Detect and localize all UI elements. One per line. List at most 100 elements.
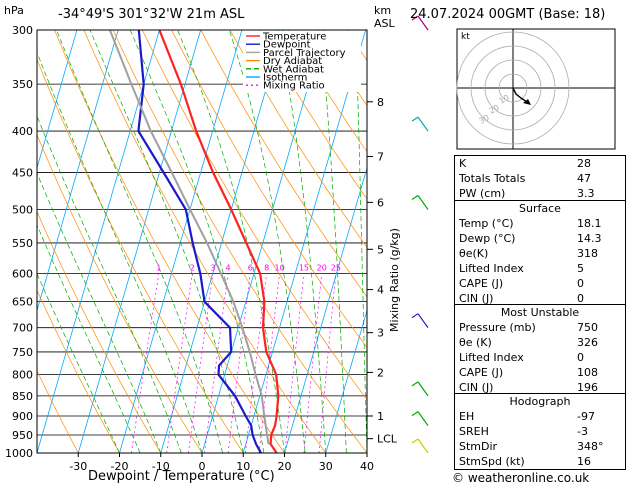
surface-row: CIN (J) 0 [455,291,625,306]
hodograph-ring [456,31,570,145]
hodograph-value: 16 [577,455,591,468]
index-row: PW (cm) 3.3 [455,186,625,201]
wind-barb-flag [411,381,419,387]
hodograph-ring-label: 20 [488,103,501,116]
most-unstable-label: CAPE (J) [459,366,504,379]
pressure-tick-label: 800 [12,369,33,382]
footer-copyright: © weatheronline.co.uk [452,471,590,485]
legend-entry: Temperature [262,32,326,43]
surface-panel: Surface Temp (°C) 18.1 Dewp (°C) 14.3 θe(K) 3… [454,200,626,307]
hodograph-trace [512,87,528,103]
wind-barb-flag [411,116,419,122]
hodograph-title: Hodograph [509,395,571,408]
dry-adiabat-line [37,369,79,453]
isotherm-line [37,30,78,170]
wind-barb-flag [411,194,419,200]
dry-adiabat-line [37,289,120,453]
km-tick-label: 4 [377,284,384,297]
wet-adiabat-line [37,51,203,453]
km-tick-label: LCL [377,433,398,446]
datetime-title: 24.07.2024 00GMT (Base: 18) [410,7,606,22]
hodograph-storm-arrow [523,99,531,105]
wind-barb [417,381,429,397]
mixing-ratio-label: 4 [226,264,231,273]
hodograph-row: SREH -3 [455,424,625,439]
x-tick-label: 10 [236,460,250,473]
dry-adiabat-line [200,30,367,298]
wet-adiabat-line [320,30,347,453]
hodograph-unit-label: kt [461,32,470,42]
mixing-ratio-label: 2 [190,264,195,273]
wind-barb-flag [411,313,419,319]
pressure-tick-label: 950 [12,429,33,442]
pressure-tick-label: 350 [12,78,33,91]
km-tick-label: 5 [377,243,384,256]
most-unstable-value: 108 [577,366,598,379]
wet-adiabat-line [37,115,182,453]
surface-value: 14.3 [577,232,602,245]
mixing-ratio-label: 3 [210,264,215,273]
km-tick-label: 3 [377,327,384,340]
most-unstable-panel: Most Unstable Pressure (mb) 750 θe (K) 326 L… [454,304,626,396]
pressure-tick-label: 850 [12,390,33,403]
index-label: PW (cm) [459,187,506,200]
most-unstable-row: CIN (J) 196 [455,380,625,395]
indices-panel: K 28 Totals Totals 47 PW (cm) 3.3 [454,155,626,202]
km-tick-label: 6 [377,196,384,209]
isotherm-line [77,30,202,453]
most-unstable-label: CIN (J) [459,381,494,394]
mixing-ratio-label: 1 [156,264,161,273]
x-tick-label: -30 [69,460,87,473]
mixing-ratio-label: 25 [331,264,341,273]
wind-barb-flag [411,411,419,417]
most-unstable-label: Lifted Index [459,351,524,364]
hpa-label: hPa [4,4,24,17]
profile-parcel-trajectory [108,30,270,445]
wet-adiabat-line [355,30,367,453]
hodograph-row: EH -97 [455,409,625,424]
km-label: km [374,4,392,17]
wet-adiabat-line [129,30,265,453]
km-tick-label: 8 [377,96,384,109]
most-unstable-row: Pressure (mb) 750 [455,320,625,335]
hodograph-label: StmSpd (kt) [459,455,525,468]
index-row: Totals Totals 47 [455,171,625,186]
mixing-ratio-line [166,273,193,453]
wind-barb [417,195,429,210]
pressure-tick-label: 750 [12,346,33,359]
surface-label: Dewp (°C) [459,232,516,245]
surface-row: θe(K) 318 [455,246,625,261]
legend-entry: Wet Adiabat [263,64,324,75]
wind-barb [417,411,429,426]
isotherm-line [284,166,367,453]
isotherm-line [160,30,284,453]
surface-label: θe(K) [459,247,489,260]
most-unstable-value: 750 [577,321,598,334]
km-tick-label: 2 [377,366,384,379]
pressure-tick-label: 650 [12,296,33,309]
most-unstable-row: Lifted Index 0 [455,350,625,365]
surface-value: 318 [577,247,598,260]
index-value: 28 [577,157,591,170]
surface-row: Temp (°C) 18.1 [455,216,625,231]
index-value: 3.3 [577,187,595,200]
wet-adiabat-line [177,30,285,453]
x-tick-label: -20 [111,460,129,473]
hodograph-value: 348° [577,440,604,453]
dry-adiabat-line [258,30,367,200]
hodograph-ring [484,59,542,117]
legend-background [243,31,361,92]
dry-adiabat-line [54,30,285,453]
mixing-ratio-label: 10 [275,264,285,273]
mixing-ratio-line [227,273,251,453]
surface-row: Lifted Index 5 [455,261,625,276]
hodograph-ring [498,73,528,103]
mixing-ratio-line [204,273,229,453]
profile-temperature [158,30,280,453]
pressure-tick-label: 700 [12,322,33,335]
most-unstable-title: Most Unstable [500,306,580,319]
isotherm-line [325,309,367,453]
wet-adiabat-line [228,30,306,453]
surface-value: 0 [577,277,584,290]
